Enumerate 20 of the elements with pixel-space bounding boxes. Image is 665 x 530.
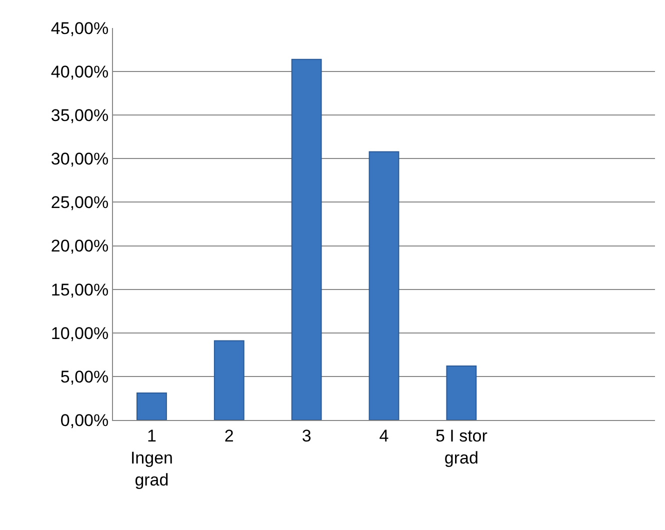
x-tick-label: 3 <box>302 426 312 446</box>
bar <box>136 392 167 420</box>
y-tick-label: 10,00% <box>50 324 109 343</box>
y-tick-label: 25,00% <box>50 193 109 212</box>
bar <box>214 340 244 420</box>
bar <box>291 58 322 420</box>
bar <box>446 365 477 420</box>
y-tick-label: 40,00% <box>50 62 109 82</box>
x-tick-label: 5 I stor grad <box>435 426 488 468</box>
x-tick-label: 2 <box>224 426 234 446</box>
y-tick-label: 35,00% <box>50 106 109 126</box>
x-tick-label: 1 Ingen grad <box>130 426 173 490</box>
y-tick-label: 30,00% <box>50 150 109 169</box>
y-tick-label: 15,00% <box>50 280 109 300</box>
x-tick-label: 4 <box>379 426 389 446</box>
y-tick-label: 45,00% <box>50 18 109 38</box>
y-tick-label: 0,00% <box>60 410 109 430</box>
y-tick-label: 5,00% <box>60 367 109 386</box>
y-tick-label: 20,00% <box>50 236 109 256</box>
bar <box>368 151 400 420</box>
